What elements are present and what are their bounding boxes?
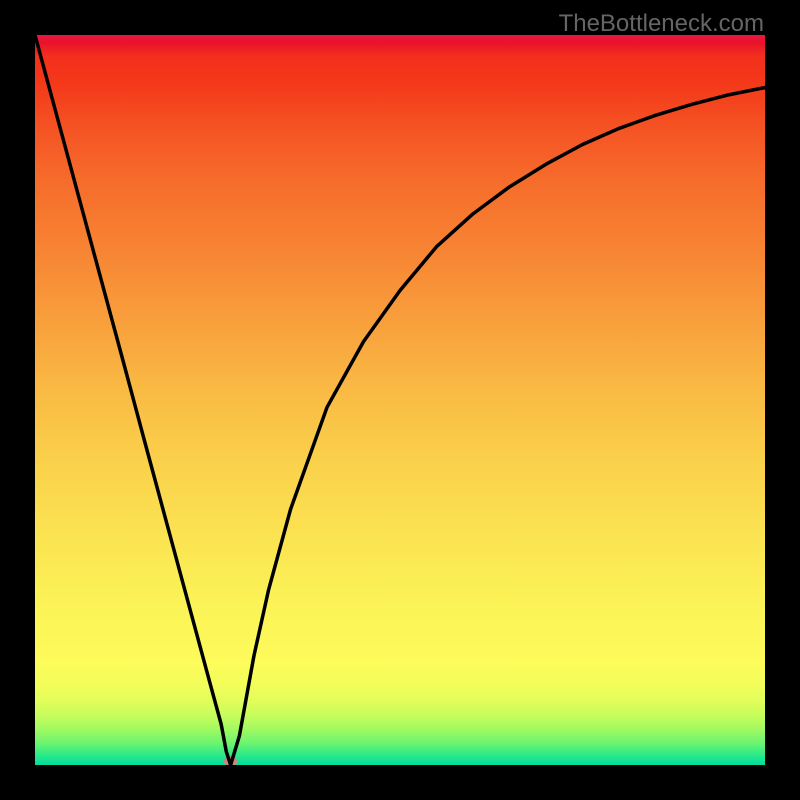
heatmap-plot-svg	[35, 35, 765, 765]
plot-area	[35, 35, 765, 765]
plot-background	[35, 35, 765, 765]
chart-frame: TheBottleneck.com	[0, 0, 800, 800]
watermark-text: TheBottleneck.com	[559, 10, 764, 38]
